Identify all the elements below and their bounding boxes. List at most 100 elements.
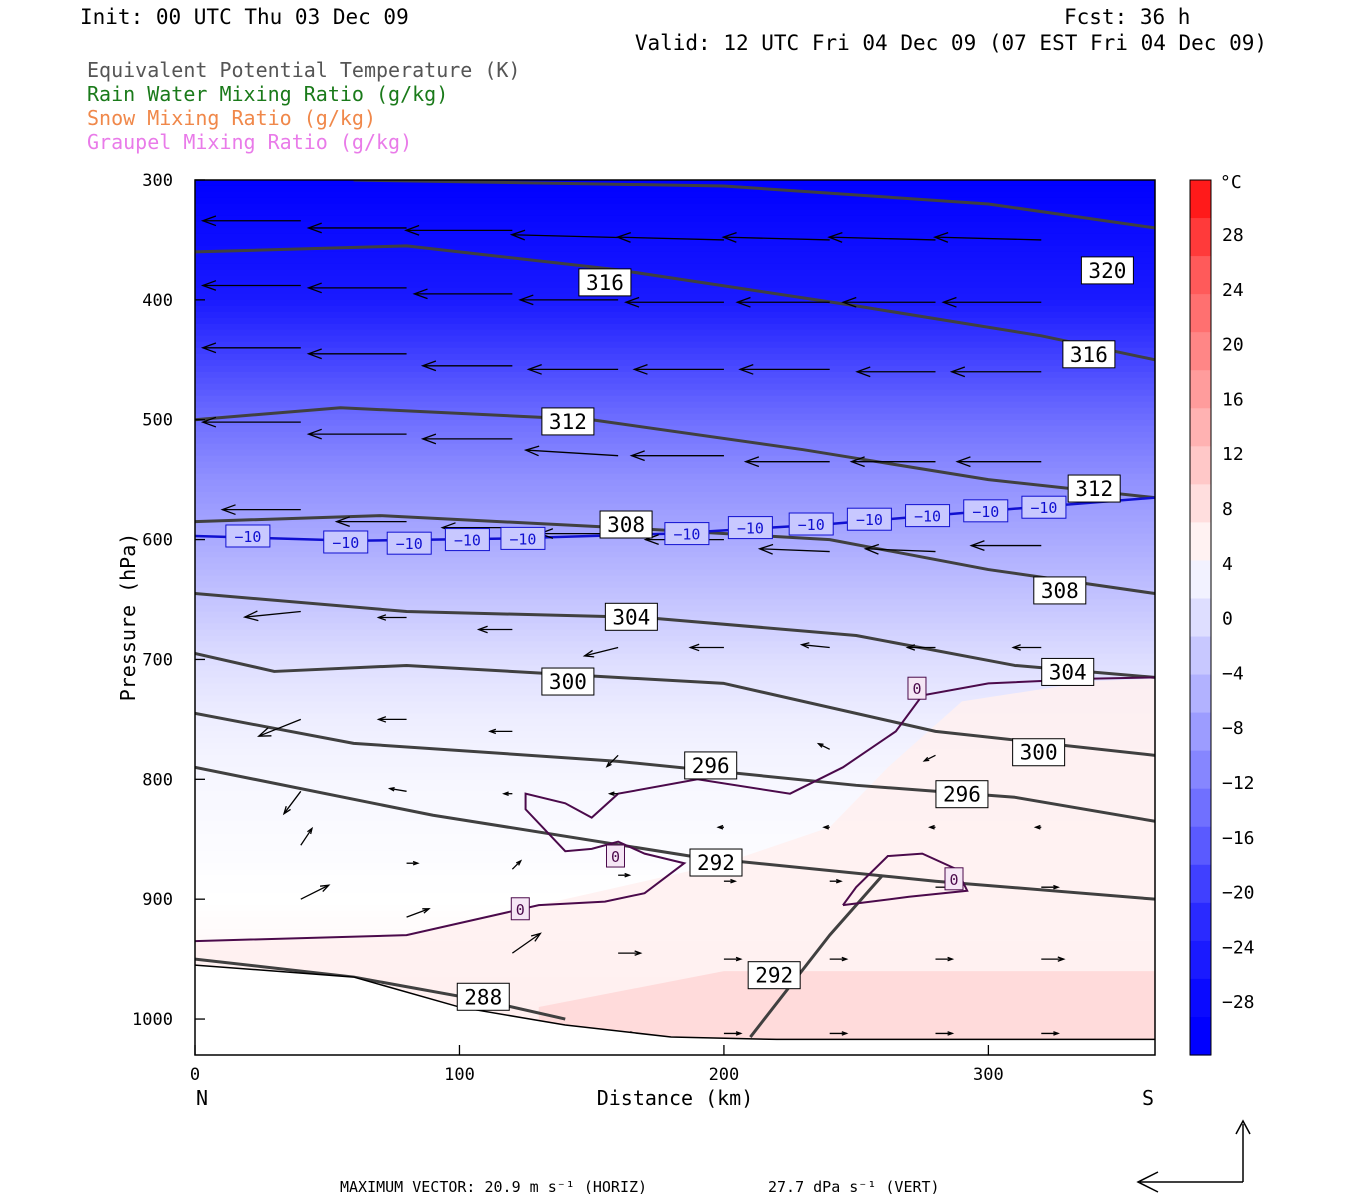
x-tick-label: 300 (973, 1065, 1004, 1085)
wind-vector-head (849, 456, 865, 468)
isotherm-label: −10 (972, 503, 999, 521)
temperature-band (195, 371, 1155, 379)
wind-vector (511, 932, 541, 954)
wind-vector-head (518, 294, 534, 306)
isotherm-label-box (944, 867, 964, 891)
wind-vector (525, 449, 619, 457)
temperature-band (195, 215, 1155, 223)
colorbar-swatch (1190, 180, 1211, 219)
temperature-band (195, 797, 1155, 804)
warm-core (538, 971, 1155, 1040)
temperature-band (195, 839, 1155, 846)
temperature-band (195, 863, 1155, 870)
temperature-band (195, 725, 1155, 732)
axes: 0 100 200 300 300 400 500 600 700 800 900 1000 (132, 171, 1004, 1085)
wind-vector-head (947, 1031, 955, 1036)
wind-vector (723, 236, 830, 241)
theta-e-label: 300 (549, 670, 587, 694)
theta-e-label-box (578, 268, 632, 297)
wind-vector-head (605, 761, 612, 768)
colorbar-tick-label: −16 (1222, 828, 1255, 849)
theta-e-contour-304 (195, 592, 1155, 679)
temperature-band (195, 485, 1155, 493)
south-end-label: S (1142, 1086, 1154, 1110)
wind-vector-head (387, 786, 395, 792)
colorbar-tick-label: −12 (1222, 773, 1255, 794)
temperature-band (195, 809, 1155, 816)
temperature-band (195, 803, 1155, 810)
temperature-band (195, 425, 1155, 433)
isotherm-label: −10 (856, 511, 883, 529)
temperature-band (195, 359, 1155, 367)
wind-vector-head (334, 516, 350, 528)
colorbar-swatch (1190, 826, 1211, 866)
theta-e-label-box (935, 780, 989, 809)
isotherm-label-box (788, 512, 834, 536)
isotherm-label-box (386, 531, 432, 555)
temperature-band (195, 593, 1155, 601)
wind-vector (829, 236, 936, 241)
isotherm-label: −10 (509, 530, 536, 548)
temperature-band (195, 731, 1155, 738)
wind-vector-head (488, 728, 497, 735)
wind-vector-head (955, 456, 971, 468)
wind-vector (924, 754, 936, 762)
temperature-band (195, 293, 1155, 301)
wind-vector-head (502, 791, 509, 797)
temperature-band (195, 299, 1155, 307)
theta-e-contour-312 (195, 406, 1155, 500)
isotherm-zero-pocket (842, 852, 969, 907)
theta-e-label: 312 (1075, 477, 1113, 501)
theta-e-label: 308 (607, 513, 645, 537)
colorbar-swatch (1190, 674, 1211, 714)
theta-e-label: 292 (755, 964, 793, 988)
colorbar-swatch (1190, 902, 1211, 942)
temperature-band (195, 551, 1155, 559)
isotherm-label-box (510, 897, 530, 921)
temperature-band (195, 503, 1155, 511)
contour-labels: 316 320 316 312 312 308 308 304 304 300 300 296 296 2… (225, 256, 1134, 1011)
wind-vector-head (721, 232, 737, 243)
temperature-band (195, 185, 1155, 193)
temperature-band (195, 749, 1155, 756)
isotherm-label: −10 (673, 526, 700, 544)
max-vector-horiz: MAXIMUM VECTOR: 20.9 m s⁻¹ (HORIZ) (340, 1178, 647, 1196)
wind-vector-head (855, 366, 871, 378)
isotherm-label-box (323, 530, 369, 554)
wind-vector (511, 860, 522, 870)
wind-vector-head (969, 540, 985, 551)
isotherm-label-box (963, 499, 1009, 523)
colorbar-tick-label: 8 (1222, 499, 1233, 520)
theta-e-label-box (689, 848, 743, 877)
wind-vector-head (827, 232, 843, 243)
temperature-band (195, 221, 1155, 229)
wind-vector-head (404, 224, 420, 236)
theta-e-label-box (599, 510, 653, 539)
y-tick-label: 1000 (132, 1010, 173, 1030)
wind-vector-head (530, 932, 542, 942)
warm-temperature-fill (195, 678, 1155, 1040)
wind-vector-head (757, 543, 774, 555)
wind-vector-head (306, 222, 322, 234)
theta-e-label: 316 (586, 271, 624, 295)
max-vector-vert: 27.7 dPa s⁻¹ (VERT) (768, 1178, 940, 1196)
temperature-band (195, 479, 1155, 487)
wind-vector (606, 754, 619, 768)
terrain-line (195, 964, 1155, 1041)
wind-vector-head (822, 824, 830, 830)
wind-vector-head (615, 232, 632, 243)
colorbar-swatch (1190, 294, 1211, 333)
y-tick-label: 500 (142, 411, 173, 431)
temperature-band (195, 689, 1155, 697)
wind-vector-head (412, 288, 428, 300)
colorbar-swatch (1190, 370, 1211, 409)
temperature-band (195, 419, 1155, 427)
temperature-band (195, 713, 1155, 720)
wind-vector-head (932, 232, 949, 243)
colorbar-swatch (1190, 978, 1211, 1018)
wind-vector-head (306, 428, 322, 440)
temperature-band (195, 209, 1155, 217)
temperature-band (195, 791, 1155, 798)
wind-vector-head (476, 625, 488, 634)
wind-vector-head (412, 860, 420, 866)
